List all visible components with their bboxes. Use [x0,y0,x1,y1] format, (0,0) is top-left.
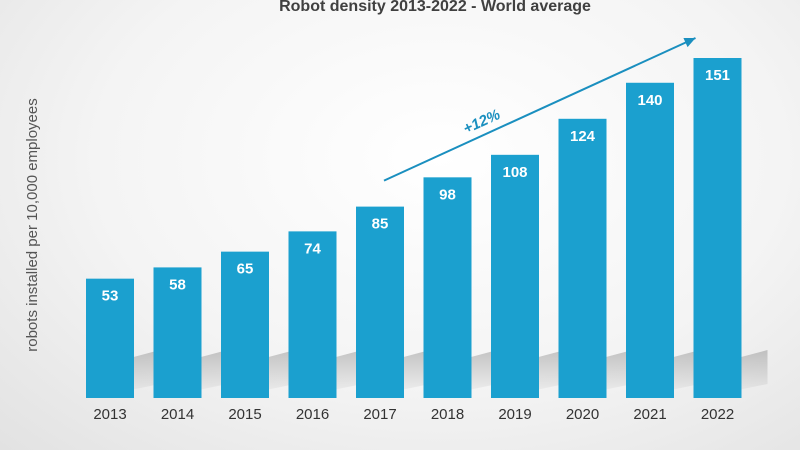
bar-2015 [221,251,269,398]
bar-2016 [288,231,337,398]
x-tick-label-2015: 2015 [228,406,261,423]
bars-group [86,58,742,398]
x-tick-label-2018: 2018 [431,406,464,423]
value-label-2013: 53 [102,288,119,305]
x-tick-label-2014: 2014 [161,406,194,423]
value-label-2017: 85 [372,216,389,233]
x-tick-label-2022: 2022 [701,406,734,423]
value-label-2018: 98 [439,186,456,203]
value-label-2019: 108 [502,164,527,181]
chart-title: Robot density 2013-2022 - World average [279,0,591,15]
x-tick-label-2013: 2013 [93,406,126,423]
value-labels-group: 53 58 65 74 85 98 108 124 140 151 [102,67,730,305]
bar-2014 [153,267,202,398]
growth-annotation-label: +12% [461,106,503,138]
bar-2018 [423,177,472,398]
value-label-2015: 65 [237,261,254,278]
bar-2017 [356,206,404,398]
value-label-2016: 74 [304,240,321,257]
value-label-2020: 124 [570,128,596,145]
x-tick-label-2017: 2017 [363,406,396,423]
bar-2022 [693,58,742,398]
growth-arrow-head [683,38,696,48]
bar-2021 [626,82,674,398]
value-label-2021: 140 [637,92,662,109]
growth-arrow-line [383,37,696,182]
x-tick-label-2020: 2020 [566,406,599,423]
x-tick-labels-group: 2013 2014 2015 2016 2017 2018 2019 2020 2021 2022 [93,406,734,423]
x-tick-label-2019: 2019 [498,406,531,423]
value-label-2022: 151 [705,67,730,84]
value-label-2014: 58 [169,276,186,293]
bar-2019 [491,154,539,398]
x-tick-label-2021: 2021 [633,406,666,423]
bar-2020 [558,118,607,398]
x-tick-label-2016: 2016 [296,406,329,423]
bar-2013 [86,278,134,398]
y-axis-label: robots installed per 10,000 employees [24,98,41,352]
